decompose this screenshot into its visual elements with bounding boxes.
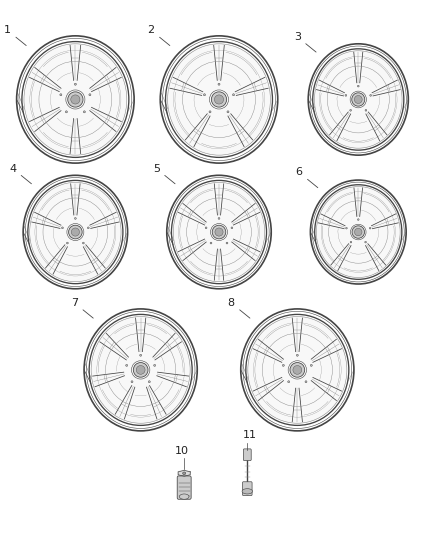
- Ellipse shape: [60, 94, 62, 96]
- Ellipse shape: [350, 241, 352, 243]
- Ellipse shape: [210, 242, 212, 244]
- Ellipse shape: [91, 317, 190, 423]
- Ellipse shape: [293, 366, 302, 374]
- Ellipse shape: [87, 227, 89, 229]
- Ellipse shape: [126, 365, 127, 366]
- Ellipse shape: [357, 85, 359, 87]
- Text: 4: 4: [9, 164, 32, 184]
- FancyBboxPatch shape: [177, 476, 191, 499]
- Ellipse shape: [345, 94, 347, 96]
- Ellipse shape: [350, 109, 352, 111]
- Ellipse shape: [62, 227, 64, 229]
- Ellipse shape: [65, 111, 67, 113]
- FancyBboxPatch shape: [244, 449, 251, 461]
- Ellipse shape: [154, 365, 155, 366]
- Text: 2: 2: [148, 26, 170, 45]
- Ellipse shape: [89, 94, 91, 96]
- Ellipse shape: [231, 227, 233, 229]
- Text: 10: 10: [175, 446, 189, 456]
- Ellipse shape: [69, 225, 82, 239]
- Ellipse shape: [365, 241, 367, 243]
- FancyBboxPatch shape: [243, 482, 252, 496]
- Text: 3: 3: [294, 32, 316, 52]
- Text: 1: 1: [4, 26, 26, 45]
- Ellipse shape: [369, 228, 371, 229]
- Ellipse shape: [168, 44, 270, 155]
- Ellipse shape: [354, 228, 362, 236]
- Ellipse shape: [74, 83, 76, 85]
- Ellipse shape: [218, 83, 220, 85]
- Ellipse shape: [290, 362, 305, 377]
- Ellipse shape: [288, 381, 290, 383]
- Ellipse shape: [215, 95, 223, 104]
- Text: 5: 5: [153, 164, 175, 184]
- Text: 11: 11: [243, 430, 257, 440]
- Ellipse shape: [227, 111, 229, 113]
- Ellipse shape: [283, 365, 284, 366]
- Ellipse shape: [354, 95, 362, 103]
- Ellipse shape: [203, 94, 205, 96]
- Ellipse shape: [242, 489, 253, 494]
- Polygon shape: [178, 470, 190, 476]
- Ellipse shape: [24, 44, 127, 155]
- Ellipse shape: [82, 242, 84, 244]
- Ellipse shape: [173, 182, 265, 281]
- Ellipse shape: [365, 109, 367, 111]
- Ellipse shape: [131, 381, 133, 383]
- Ellipse shape: [71, 95, 80, 104]
- Ellipse shape: [30, 182, 121, 281]
- Ellipse shape: [212, 225, 226, 239]
- Ellipse shape: [352, 226, 364, 238]
- Ellipse shape: [74, 217, 76, 219]
- Ellipse shape: [226, 242, 228, 244]
- Ellipse shape: [218, 217, 220, 219]
- Ellipse shape: [297, 354, 298, 356]
- Text: 6: 6: [296, 167, 318, 188]
- Ellipse shape: [311, 365, 312, 366]
- Ellipse shape: [133, 362, 148, 377]
- Ellipse shape: [233, 94, 235, 96]
- Ellipse shape: [83, 111, 85, 113]
- Ellipse shape: [180, 494, 189, 499]
- Ellipse shape: [205, 227, 207, 229]
- Ellipse shape: [346, 228, 347, 229]
- Ellipse shape: [215, 228, 223, 236]
- Text: 7: 7: [71, 298, 93, 318]
- Ellipse shape: [357, 219, 359, 221]
- Ellipse shape: [71, 228, 79, 236]
- Text: 8: 8: [228, 298, 250, 318]
- Ellipse shape: [209, 111, 211, 113]
- Ellipse shape: [67, 242, 68, 244]
- Ellipse shape: [314, 51, 402, 148]
- Ellipse shape: [305, 381, 307, 383]
- Ellipse shape: [183, 472, 186, 474]
- Ellipse shape: [140, 354, 141, 356]
- Ellipse shape: [316, 187, 400, 278]
- Ellipse shape: [370, 94, 371, 96]
- Ellipse shape: [136, 366, 145, 374]
- Ellipse shape: [148, 381, 150, 383]
- Ellipse shape: [68, 92, 83, 107]
- Ellipse shape: [212, 92, 226, 107]
- Ellipse shape: [352, 93, 365, 106]
- Ellipse shape: [248, 317, 347, 423]
